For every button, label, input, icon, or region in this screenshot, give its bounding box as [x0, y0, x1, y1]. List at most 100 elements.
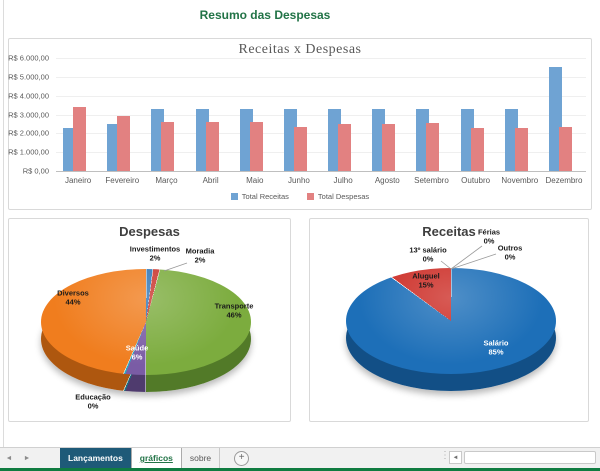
- receitas-pie: [346, 268, 556, 398]
- bar-total-despesas: [514, 127, 528, 171]
- despesas-pie-title: Despesas: [119, 224, 180, 239]
- despesas-pie: [41, 269, 251, 399]
- legend-swatch: [306, 193, 314, 200]
- month-label: Setembro: [414, 176, 449, 185]
- y-tick-label: R$ 5.000,00: [8, 72, 49, 82]
- bar-group: [498, 58, 542, 171]
- pie-label-13-salario: 13º salário 0%: [409, 245, 447, 264]
- y-tick-label: R$ 3.000,00: [8, 110, 49, 119]
- bar-group: [189, 58, 233, 171]
- bar-total-receitas: [372, 108, 386, 171]
- bar-total-despesas: [293, 126, 307, 171]
- bar-group: [409, 58, 453, 171]
- sheet-tab-sobre[interactable]: sobre: [182, 448, 221, 468]
- month-label: Abril: [202, 176, 219, 185]
- bar-total-despesas: [161, 122, 175, 171]
- bar-total-receitas: [460, 108, 474, 171]
- month-label: Fevereiro: [105, 176, 140, 185]
- sheet-tab-bar: ◄ ► Lançamentos gráficos sobre + ⋮ ◄: [0, 447, 600, 468]
- bar-total-receitas: [283, 108, 297, 171]
- gridline: [56, 58, 586, 59]
- pie-label-moradia: Moradia 2%: [185, 246, 215, 265]
- bar-chart-plot-area: [56, 58, 586, 172]
- y-tick-label: R$ 1.000,00: [8, 147, 49, 157]
- bar-group: [233, 58, 277, 171]
- despesas-pie-top: [41, 269, 251, 375]
- month-label: Dezembro: [545, 176, 583, 185]
- bar-total-despesas: [558, 126, 572, 171]
- bar-group: [277, 58, 321, 171]
- bar-total-despesas: [426, 122, 440, 171]
- bar-chart-panel: Receitas x Despesas R$ 6.000,00 R$ 5.000,…: [8, 38, 592, 210]
- bar-total-receitas: [239, 108, 253, 171]
- window-bottom-accent: [0, 468, 600, 471]
- pie-label-saude: Saúde 6%: [125, 343, 149, 362]
- y-tick-label: R$ 6.000,00: [8, 53, 49, 63]
- despesas-pie-panel: Despesas Investimentos 2% Moradia 2% Trans…: [8, 218, 291, 422]
- pie-label-transporte: Transporte 46%: [214, 301, 254, 320]
- month-label: Janeiro: [64, 176, 92, 185]
- legend-label: Total Despesas: [317, 192, 370, 201]
- sheet-nav-right-icon[interactable]: ►: [23, 454, 31, 462]
- bar-total-receitas: [63, 127, 76, 171]
- gridline: [56, 152, 586, 154]
- pie-label-diversos: Diversos 44%: [57, 288, 89, 307]
- legend-label: Total Receitas: [241, 192, 289, 201]
- bar-total-receitas: [504, 108, 518, 171]
- gridline: [56, 114, 586, 116]
- bar-total-despesas: [470, 127, 484, 171]
- bar-total-despesas: [205, 122, 219, 171]
- bar-chart-y-axis: R$ 6.000,00 R$ 5.000,00 R$ 4.000,00 R$ 3.00…: [8, 54, 52, 176]
- bar-group: [321, 58, 365, 171]
- receitas-pie-title: Receitas: [422, 224, 476, 239]
- pie-label-investimentos: Investimentos 2%: [129, 244, 181, 263]
- bar-group: [100, 58, 144, 171]
- pie-label-educacao: Educação 0%: [75, 392, 111, 411]
- gridline: [56, 76, 586, 78]
- pie-label-aluguel: Aluguel 15%: [412, 271, 440, 290]
- add-sheet-icon[interactable]: +: [234, 450, 250, 466]
- month-label: Julho: [333, 176, 353, 185]
- bar-total-receitas: [328, 108, 341, 171]
- pie-label-salario: Salário 85%: [483, 338, 509, 357]
- bar-total-receitas: [195, 108, 209, 171]
- splitter-grip-icon[interactable]: ⋮: [440, 450, 450, 461]
- pie-label-ferias: Férias 0%: [477, 227, 501, 246]
- bar-total-receitas: [107, 123, 121, 171]
- month-label: Novembro: [501, 176, 539, 185]
- y-tick-label: R$ 4.000,00: [8, 91, 49, 101]
- legend-swatch: [230, 193, 238, 200]
- hscroll-left-icon[interactable]: ◄: [449, 451, 462, 464]
- bar-group: [365, 58, 409, 171]
- bar-total-despesas: [382, 123, 396, 171]
- legend-item: Total Receitas: [230, 192, 289, 201]
- bar-total-receitas: [416, 108, 430, 171]
- month-label: Junho: [288, 176, 310, 185]
- page-title: Resumo das Despesas: [199, 8, 331, 22]
- bar-group: [542, 58, 586, 171]
- bar-group: [144, 58, 188, 171]
- sheet-tab-graficos[interactable]: gráficos: [130, 448, 182, 468]
- bar-group: [56, 58, 100, 171]
- month-label: Outubro: [461, 176, 491, 185]
- worksheet-gridline: [3, 0, 4, 447]
- bar-total-receitas: [548, 67, 562, 171]
- y-tick-label: R$ 2.000,00: [8, 128, 49, 138]
- gridline: [56, 95, 586, 97]
- sheet-nav-left-icon[interactable]: ◄: [5, 454, 13, 462]
- bar-total-despesas: [338, 123, 351, 171]
- legend-item: Total Despesas: [306, 192, 370, 201]
- y-tick-label: R$ 0,00: [22, 166, 49, 176]
- bar-total-despesas: [249, 122, 263, 171]
- month-label: Março: [155, 176, 178, 185]
- receitas-pie-top: [346, 268, 556, 374]
- hscroll-track[interactable]: [464, 451, 596, 464]
- pie-label-outros: Outros 0%: [497, 243, 523, 262]
- sheet-tab-lancamentos[interactable]: Lançamentos: [60, 448, 131, 468]
- bar-total-despesas: [73, 106, 86, 171]
- receitas-pie-panel: Receitas Salário 85% Aluguel 15% 13º salár…: [309, 218, 589, 422]
- gridline: [56, 133, 586, 135]
- month-label: Maio: [246, 176, 264, 185]
- bar-total-receitas: [151, 108, 165, 171]
- bar-chart-legend: Total Receitas Total Despesas: [9, 192, 591, 201]
